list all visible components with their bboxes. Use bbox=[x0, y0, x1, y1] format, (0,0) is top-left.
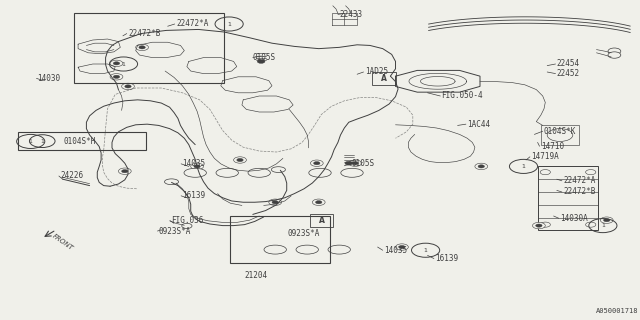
Circle shape bbox=[234, 157, 246, 163]
Ellipse shape bbox=[341, 168, 364, 177]
Circle shape bbox=[122, 83, 134, 90]
Circle shape bbox=[113, 75, 120, 78]
Text: 22472*A: 22472*A bbox=[176, 20, 209, 28]
Circle shape bbox=[316, 201, 322, 204]
Text: 21204: 21204 bbox=[244, 271, 268, 280]
Text: 22452: 22452 bbox=[557, 69, 580, 78]
Circle shape bbox=[272, 201, 278, 204]
Text: 1: 1 bbox=[424, 248, 428, 253]
Text: 22433: 22433 bbox=[339, 10, 362, 19]
Text: FIG.036: FIG.036 bbox=[172, 216, 204, 225]
Bar bbox=[541, 125, 579, 145]
Circle shape bbox=[352, 162, 358, 165]
Text: A: A bbox=[381, 74, 387, 83]
Circle shape bbox=[586, 170, 596, 175]
Text: 1: 1 bbox=[522, 164, 525, 169]
Circle shape bbox=[604, 219, 610, 222]
Ellipse shape bbox=[296, 245, 319, 254]
Text: 0923S*A: 0923S*A bbox=[288, 229, 321, 238]
Circle shape bbox=[122, 170, 128, 173]
Ellipse shape bbox=[164, 179, 179, 185]
Text: 1AD25: 1AD25 bbox=[365, 68, 388, 76]
Text: 16139: 16139 bbox=[182, 191, 205, 200]
Circle shape bbox=[540, 170, 550, 175]
Text: 14030: 14030 bbox=[37, 74, 60, 83]
Circle shape bbox=[314, 162, 320, 165]
Circle shape bbox=[349, 160, 362, 166]
Text: A050001718: A050001718 bbox=[596, 308, 639, 314]
Circle shape bbox=[136, 44, 148, 51]
Text: A: A bbox=[319, 216, 325, 225]
Circle shape bbox=[110, 74, 123, 80]
Circle shape bbox=[237, 158, 243, 162]
Circle shape bbox=[532, 222, 545, 229]
Bar bbox=[74, 13, 224, 83]
Ellipse shape bbox=[216, 168, 238, 177]
Text: 0105S: 0105S bbox=[253, 53, 276, 62]
Text: FIG.050-4: FIG.050-4 bbox=[442, 92, 483, 100]
Text: 14030A: 14030A bbox=[560, 214, 588, 223]
Ellipse shape bbox=[264, 245, 287, 254]
Text: 14035: 14035 bbox=[384, 246, 407, 255]
Circle shape bbox=[547, 129, 573, 141]
Circle shape bbox=[139, 46, 145, 49]
Circle shape bbox=[118, 168, 131, 174]
Circle shape bbox=[475, 163, 488, 170]
Bar bbox=[18, 132, 146, 150]
Text: FRONT: FRONT bbox=[51, 233, 74, 252]
Text: 24226: 24226 bbox=[61, 172, 84, 180]
Text: 0104S*H: 0104S*H bbox=[64, 137, 97, 146]
Bar bbox=[372, 72, 396, 85]
Circle shape bbox=[310, 160, 323, 166]
Text: 14035: 14035 bbox=[182, 159, 205, 168]
Text: 22454: 22454 bbox=[557, 60, 580, 68]
Ellipse shape bbox=[248, 168, 271, 177]
Text: 14719A: 14719A bbox=[531, 152, 559, 161]
Ellipse shape bbox=[309, 168, 332, 177]
Circle shape bbox=[600, 217, 613, 223]
Ellipse shape bbox=[271, 167, 285, 172]
Text: 0105S: 0105S bbox=[352, 159, 375, 168]
Circle shape bbox=[191, 163, 204, 170]
Ellipse shape bbox=[328, 245, 351, 254]
Text: 1: 1 bbox=[601, 223, 605, 228]
Text: 1: 1 bbox=[227, 21, 231, 27]
Circle shape bbox=[478, 165, 484, 168]
Bar bbox=[230, 216, 330, 263]
Circle shape bbox=[608, 52, 621, 58]
Bar bbox=[538, 166, 598, 230]
Text: 0923S*A: 0923S*A bbox=[159, 227, 191, 236]
Circle shape bbox=[194, 165, 200, 168]
Circle shape bbox=[312, 199, 325, 205]
Text: 22472*B: 22472*B bbox=[563, 188, 596, 196]
Text: 1AC44: 1AC44 bbox=[467, 120, 490, 129]
Circle shape bbox=[125, 85, 131, 88]
Circle shape bbox=[269, 199, 282, 205]
Circle shape bbox=[113, 62, 120, 65]
Text: 1: 1 bbox=[40, 139, 44, 144]
Circle shape bbox=[396, 244, 408, 250]
Circle shape bbox=[182, 223, 192, 228]
Text: 22472*B: 22472*B bbox=[128, 29, 161, 38]
Circle shape bbox=[608, 48, 621, 54]
Circle shape bbox=[399, 245, 405, 249]
Text: 16139: 16139 bbox=[435, 254, 458, 263]
Circle shape bbox=[345, 161, 353, 165]
Circle shape bbox=[110, 60, 123, 67]
Bar bbox=[310, 214, 333, 227]
Circle shape bbox=[257, 60, 265, 63]
Text: 1: 1 bbox=[29, 139, 33, 144]
Text: 22472*A: 22472*A bbox=[563, 176, 596, 185]
Circle shape bbox=[586, 222, 596, 227]
Text: 0104S*K: 0104S*K bbox=[544, 127, 577, 136]
Circle shape bbox=[540, 222, 550, 227]
Ellipse shape bbox=[184, 168, 206, 177]
Text: 14710: 14710 bbox=[541, 142, 564, 151]
Text: 1: 1 bbox=[122, 61, 125, 67]
Circle shape bbox=[536, 224, 542, 227]
